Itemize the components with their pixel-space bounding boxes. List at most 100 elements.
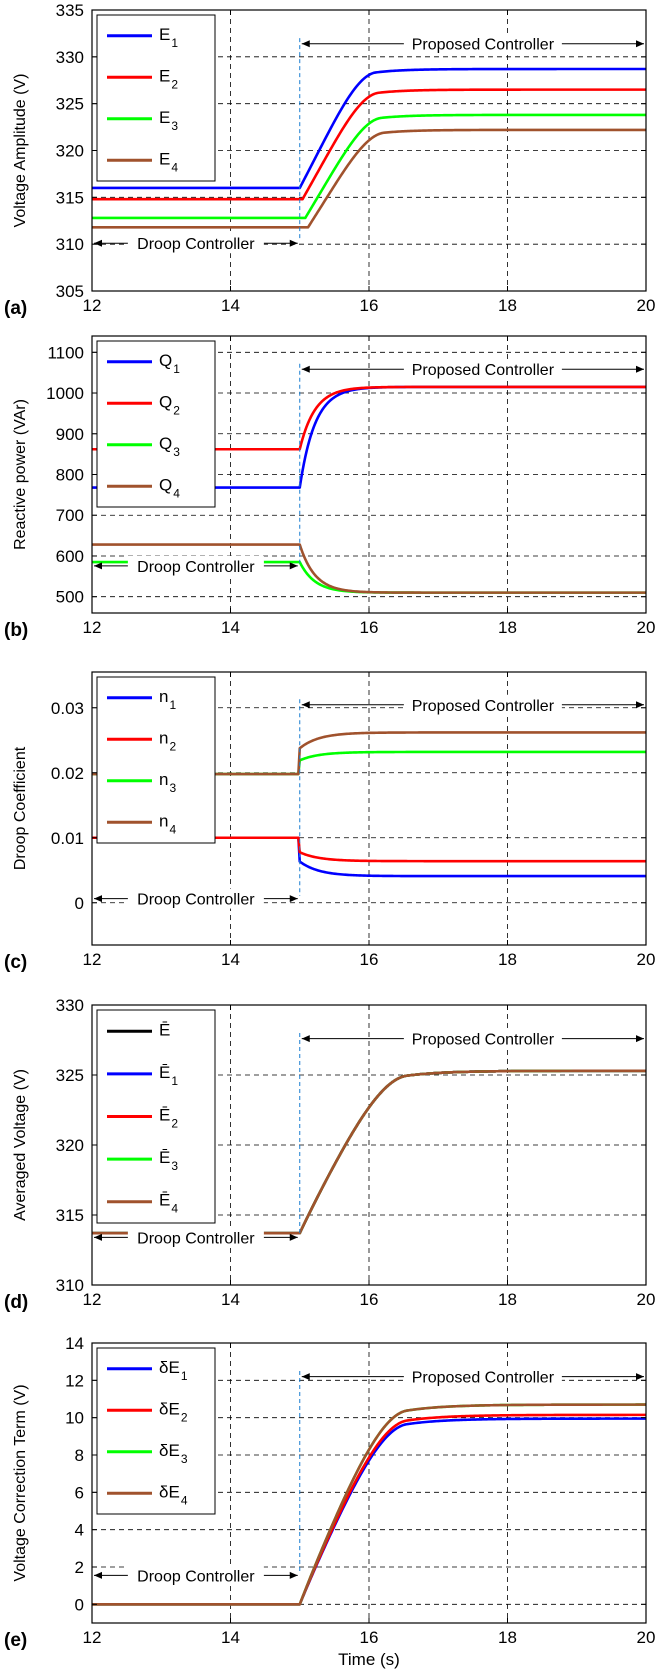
proposed-label: Proposed Controller (412, 1370, 555, 1387)
legend-entry-subscript: 1 (169, 698, 176, 712)
series-line-green (92, 113, 646, 220)
y-tick-label: 12 (65, 1371, 84, 1390)
x-tick-label: 16 (360, 1290, 379, 1309)
y-tick-label: 10 (65, 1409, 84, 1428)
y-tick-label: 305 (56, 282, 84, 301)
droop-label-bg (127, 555, 264, 576)
x-tick-label: 20 (637, 1290, 656, 1309)
legend-entry: E2 (159, 66, 178, 91)
legend-entry-subscript: 4 (171, 160, 178, 174)
legend-entry-subscript: 3 (181, 1452, 188, 1466)
droop-arrow-head-left (94, 1571, 102, 1579)
legend-entry: δE1 (159, 1358, 188, 1383)
droop-label-bg (127, 233, 264, 254)
droop-arrow-head-right (289, 562, 298, 570)
legend-entry-name: δE (159, 1482, 180, 1501)
proposed-arrow-head-left (301, 1035, 310, 1043)
y-tick-label: 0.02 (51, 764, 84, 783)
y-axis-label: Droop Coefficient (12, 746, 29, 870)
series-line-brown (92, 543, 646, 594)
y-tick-label: 0.03 (51, 699, 84, 718)
y-tick-label: 500 (56, 588, 84, 607)
legend-entry-subscript: 1 (173, 362, 180, 376)
y-tick-label: 310 (56, 1276, 84, 1295)
legend-entry-subscript: 2 (173, 403, 180, 417)
y-tick-label: 2 (75, 1558, 84, 1577)
y-tick-label: 0 (75, 1595, 84, 1614)
legend-entry-name: n (159, 687, 168, 706)
droop-arrow-head-right (289, 1571, 298, 1579)
x-tick-label: 16 (360, 618, 379, 637)
legend-entry: δE3 (159, 1441, 188, 1466)
legend-entry-name: n (159, 811, 168, 830)
series-line-blue (92, 67, 646, 190)
droop-arrow-head-right (289, 239, 298, 247)
x-tick-label: 14 (221, 1628, 240, 1647)
x-tick-label: 14 (221, 1290, 240, 1309)
legend-entry-name: E (159, 149, 170, 168)
legend-entry-subscript: 4 (171, 1202, 178, 1216)
legend-entry: Q1 (159, 351, 180, 376)
proposed-label-bg (403, 359, 562, 380)
y-tick-label: 325 (56, 1066, 84, 1085)
proposed-label-bg (403, 694, 562, 715)
legend-box (96, 676, 216, 844)
legend-entry: δE4 (159, 1482, 188, 1507)
droop-label: Droop Controller (137, 1568, 255, 1585)
proposed-label: Proposed Controller (412, 698, 555, 715)
x-tick-label: 18 (498, 618, 517, 637)
legend-entry-subscript: 2 (169, 739, 176, 753)
legend-entry-subscript: 4 (169, 822, 176, 836)
x-tick-label: 18 (498, 1628, 517, 1647)
droop-label: Droop Controller (137, 236, 255, 253)
x-tick-label: 12 (83, 950, 102, 969)
legend-entry-subscript: 1 (181, 1369, 188, 1383)
droop-arrow-head-left (94, 1233, 102, 1241)
legend-entry-name: δE (159, 1399, 180, 1418)
legend-entry-name: n (159, 770, 168, 789)
proposed-label: Proposed Controller (412, 1032, 555, 1049)
x-tick-label: 20 (637, 618, 656, 637)
x-tick-label: 20 (637, 950, 656, 969)
y-tick-label: 900 (56, 425, 84, 444)
y-axis-label: Reactive power (VAr) (12, 399, 29, 550)
proposed-arrow-head-left (301, 701, 310, 709)
legend-entry-name: Ē (159, 1106, 170, 1125)
x-tick-label: 16 (360, 296, 379, 315)
y-tick-label: 1000 (46, 384, 84, 403)
legend-entry-subscript: 3 (171, 1159, 178, 1173)
y-tick-label: 315 (56, 1206, 84, 1225)
panel-label: (c) (4, 952, 27, 973)
legend-entry-name: Ē (159, 1020, 170, 1039)
y-tick-label: 335 (56, 1, 84, 20)
legend-entry: Q3 (159, 434, 180, 459)
legend-entry-subscript: 4 (173, 486, 180, 500)
panel-label: (d) (4, 1292, 28, 1313)
proposed-arrow-head-left (301, 1373, 310, 1381)
panel-label: (e) (4, 1630, 27, 1651)
y-axis-label: Voltage Correction Term (V) (12, 1384, 29, 1581)
proposed-arrow-head-right (636, 701, 644, 709)
series-line-brown (92, 128, 646, 229)
x-tick-label: 20 (637, 296, 656, 315)
series-line-brown (92, 1403, 646, 1606)
y-tick-label: 320 (56, 142, 84, 161)
droop-label-bg (127, 888, 264, 909)
legend-entry-name: Ē (159, 1063, 170, 1082)
y-tick-label: 330 (56, 996, 84, 1015)
proposed-arrow-head-right (636, 365, 644, 373)
droop-arrow-head-left (94, 239, 102, 247)
legend-entry-name: Q (159, 434, 172, 453)
y-tick-label: 600 (56, 547, 84, 566)
y-tick-label: 4 (75, 1521, 84, 1540)
x-tick-label: 12 (83, 1628, 102, 1647)
x-tick-label: 14 (221, 618, 240, 637)
y-tick-label: 0.01 (51, 829, 84, 848)
legend-entry-subscript: 1 (171, 36, 178, 50)
